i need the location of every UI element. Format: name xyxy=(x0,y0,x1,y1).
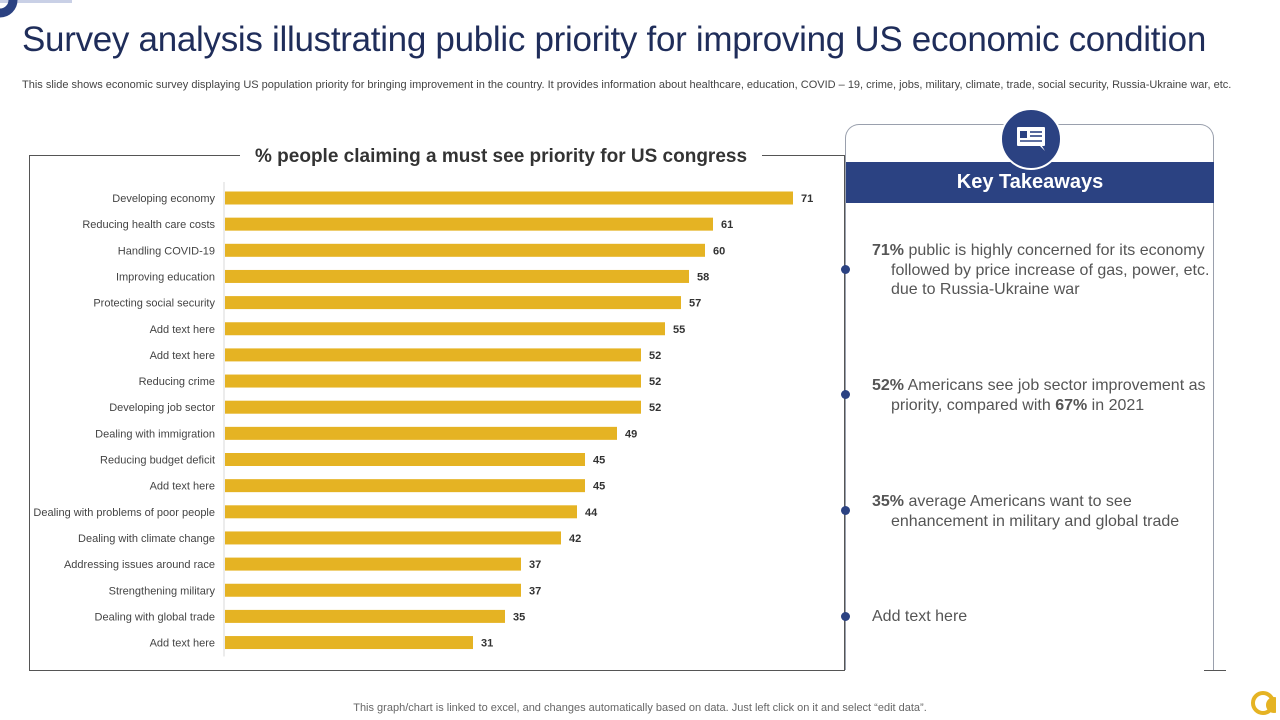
category-label: Dealing with problems of poor people xyxy=(33,507,215,519)
category-label: Improving education xyxy=(116,271,215,283)
category-label: Protecting social security xyxy=(93,298,215,310)
category-label: Add text here xyxy=(150,324,215,336)
bar xyxy=(225,374,641,388)
bar xyxy=(225,479,585,493)
bar xyxy=(225,583,521,597)
bar xyxy=(225,217,713,231)
bar-value-label: 45 xyxy=(593,455,605,467)
bar xyxy=(225,609,505,623)
bar xyxy=(225,322,665,336)
bar xyxy=(225,426,617,440)
bar-value-label: 35 xyxy=(513,611,525,623)
bar-value-label: 45 xyxy=(593,481,605,493)
bar-value-label: 52 xyxy=(649,350,661,362)
category-label: Add text here xyxy=(150,481,215,493)
bar-value-label: 71 xyxy=(801,193,813,205)
bar-value-label: 52 xyxy=(649,376,661,388)
takeaway-item-3: 35% average Americans want to see enhanc… xyxy=(872,493,1180,530)
category-label: Reducing budget deficit xyxy=(100,455,215,467)
page-title: Survey analysis illustrating public prio… xyxy=(22,20,1207,59)
category-label: Reducing crime xyxy=(139,376,215,388)
takeaway-bullet xyxy=(841,390,850,399)
page-subtitle: This slide shows economic survey display… xyxy=(22,79,1232,91)
bar-value-label: 37 xyxy=(529,559,541,571)
bar-value-label: 49 xyxy=(625,428,637,440)
top-accent-stripe xyxy=(0,0,72,3)
bar xyxy=(225,531,561,545)
bar-value-label: 55 xyxy=(673,324,685,336)
category-label: Add text here xyxy=(150,350,215,362)
category-label: Dealing with climate change xyxy=(78,533,215,545)
category-label: Handling COVID-19 xyxy=(118,245,215,257)
category-label: Add text here xyxy=(150,638,215,650)
bar xyxy=(225,296,681,310)
presentation-board-icon xyxy=(1000,108,1062,170)
chart-title: % people claiming a must see priority fo… xyxy=(240,146,763,168)
bar xyxy=(225,243,705,257)
bar-chart: Developing economy 71 Reducing health care… xyxy=(33,182,813,657)
bar-value-label: 60 xyxy=(713,245,725,257)
takeaway-bullet xyxy=(841,506,850,515)
category-label: Developing economy xyxy=(112,193,215,205)
bar-value-label: 58 xyxy=(697,271,709,283)
bar xyxy=(225,400,641,414)
decorative-circle-icon xyxy=(1251,691,1276,715)
footer-note: This graph/chart is linked to excel, and… xyxy=(353,702,927,714)
takeaway-item-1: 71% public is highly concerned for its e… xyxy=(872,242,1210,298)
takeaway-bullet xyxy=(841,265,850,274)
bar xyxy=(225,191,793,205)
takeaways-baseline xyxy=(1204,670,1226,671)
bar xyxy=(225,453,585,466)
bar xyxy=(225,269,689,283)
category-label: Developing job sector xyxy=(109,402,215,414)
bar xyxy=(225,557,521,571)
bar xyxy=(225,348,641,362)
category-label: Reducing health care costs xyxy=(82,219,215,231)
category-label: Dealing with immigration xyxy=(95,428,215,440)
category-label: Strengthening military xyxy=(109,585,216,597)
bar-value-label: 52 xyxy=(649,402,661,414)
bar xyxy=(225,505,577,519)
takeaway-bullet xyxy=(841,612,850,621)
bar-value-label: 44 xyxy=(585,507,598,519)
takeaway-item-2: 52% Americans see job sector improvement… xyxy=(872,377,1206,414)
bar-value-label: 37 xyxy=(529,585,541,597)
bar-value-label: 42 xyxy=(569,533,581,545)
bar-value-label: 61 xyxy=(721,219,733,231)
bar-value-label: 31 xyxy=(481,638,493,650)
category-label: Dealing with global trade xyxy=(95,611,215,623)
corner-logo-icon xyxy=(0,0,18,18)
takeaway-item-4: Add text here xyxy=(872,608,968,625)
bar xyxy=(225,636,473,650)
bar-value-label: 57 xyxy=(689,298,701,310)
category-label: Addressing issues around race xyxy=(64,559,215,571)
